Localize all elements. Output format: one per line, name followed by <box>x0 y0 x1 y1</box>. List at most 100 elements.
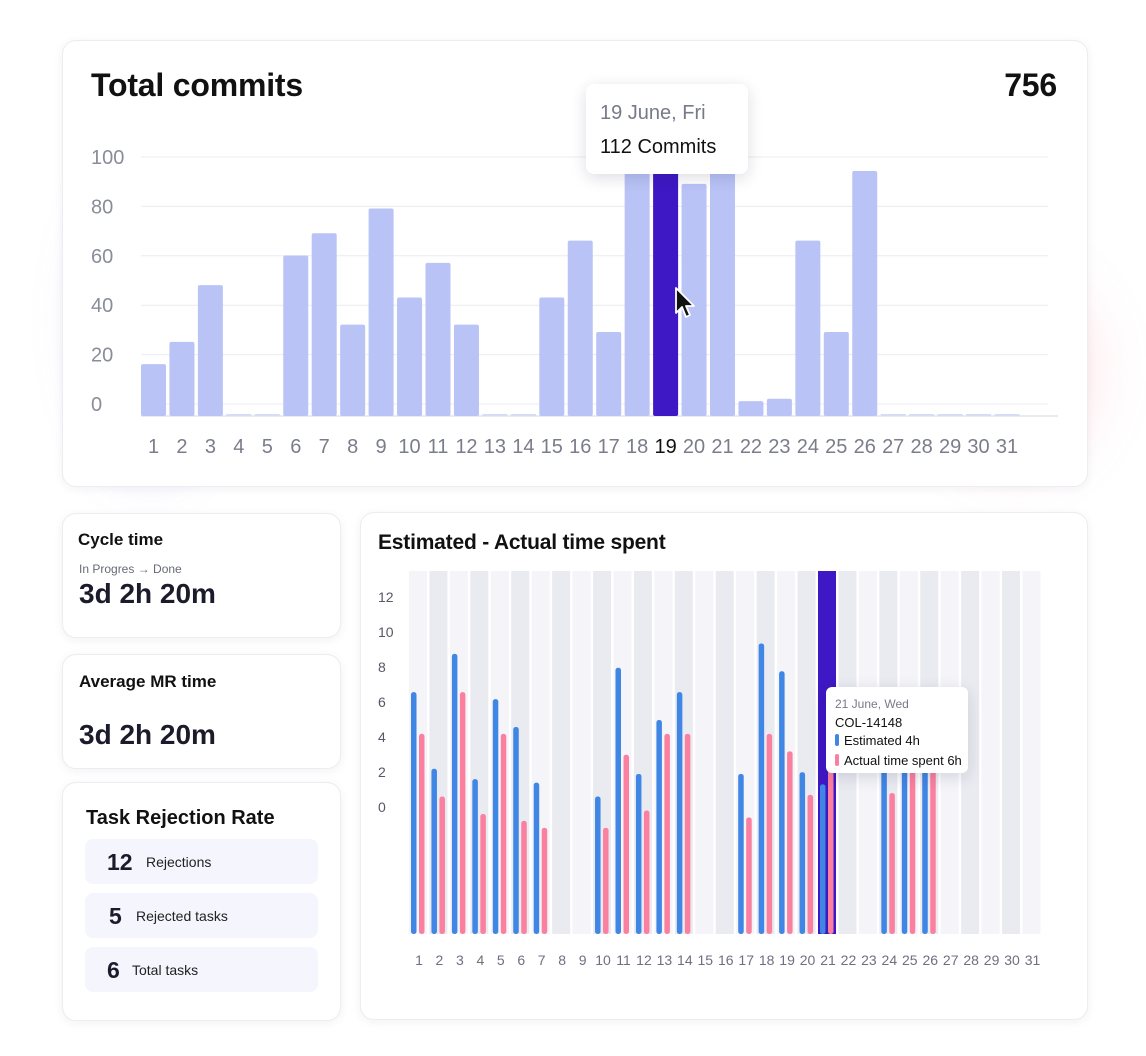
commit-bar[interactable] <box>226 414 252 416</box>
commit-bar[interactable] <box>453 324 479 416</box>
actual-bar[interactable] <box>889 793 895 934</box>
commit-bar[interactable] <box>197 285 223 416</box>
actual-bar[interactable] <box>930 733 936 934</box>
commit-bar[interactable] <box>624 171 650 416</box>
y-tick-label: 8 <box>378 659 386 675</box>
commit-bar[interactable] <box>510 414 536 416</box>
actual-bar[interactable] <box>419 733 425 934</box>
commit-bar[interactable] <box>368 208 394 416</box>
actual-bar[interactable] <box>643 810 650 934</box>
x-tick-label: 21 <box>711 436 733 458</box>
actual-bar[interactable] <box>623 754 630 934</box>
commit-bar[interactable] <box>710 171 735 416</box>
commit-bar[interactable] <box>653 171 679 416</box>
x-tick-label: 7 <box>319 436 330 458</box>
actual-bar[interactable] <box>521 820 527 934</box>
estimated-bar[interactable] <box>635 773 642 934</box>
estimated-bar[interactable] <box>472 779 478 934</box>
actual-bar[interactable] <box>787 751 793 934</box>
x-tick-label: 29 <box>984 952 1000 968</box>
commit-bar[interactable] <box>254 414 280 416</box>
actual-legend-swatch <box>835 754 839 766</box>
commit-bar[interactable] <box>283 255 309 416</box>
commit-bar[interactable] <box>482 414 508 416</box>
x-tick-label: 3 <box>456 952 464 968</box>
commit-bar[interactable] <box>539 297 565 416</box>
commit-bar[interactable] <box>169 341 195 416</box>
commit-bar[interactable] <box>397 297 423 416</box>
commit-bar[interactable] <box>340 324 366 416</box>
estimated-bar[interactable] <box>881 723 887 934</box>
commit-bar[interactable] <box>311 233 337 416</box>
actual-bar[interactable] <box>909 768 916 934</box>
actual-bar[interactable] <box>828 740 834 934</box>
commit-bar[interactable] <box>966 414 992 416</box>
commit-bar[interactable] <box>852 171 878 416</box>
x-tick-label: 16 <box>569 436 591 458</box>
cycle-time-title: Cycle time <box>78 530 164 549</box>
x-tick-label: 6 <box>290 436 301 458</box>
actual-bar[interactable] <box>500 733 507 934</box>
estimated-bar[interactable] <box>513 726 519 934</box>
x-tick-label: 22 <box>841 952 857 968</box>
commit-bar[interactable] <box>425 262 451 416</box>
actual-bar[interactable] <box>807 794 814 934</box>
actual-bar[interactable] <box>766 733 773 934</box>
estimated-bar[interactable] <box>738 773 744 934</box>
commit-bar[interactable] <box>795 240 821 416</box>
x-tick-label: 28 <box>963 952 979 968</box>
actual-bar[interactable] <box>746 817 752 934</box>
x-tick-label: 4 <box>476 952 484 968</box>
estimated-bar[interactable] <box>758 643 765 934</box>
estimated-bar[interactable] <box>595 796 601 934</box>
estimated-bar[interactable] <box>676 692 683 934</box>
commit-bar[interactable] <box>141 364 166 416</box>
actual-bar[interactable] <box>439 796 445 934</box>
estimated-bar[interactable] <box>656 720 662 934</box>
x-tick-label: 18 <box>626 436 648 458</box>
estimated-bar[interactable] <box>431 768 437 934</box>
x-tick-label: 15 <box>698 952 714 968</box>
commit-bar[interactable] <box>994 414 1020 416</box>
estimated-bar[interactable] <box>411 692 417 934</box>
x-tick-label: 13 <box>657 952 673 968</box>
commit-bar[interactable] <box>681 183 707 416</box>
actual-bar[interactable] <box>459 692 466 934</box>
commit-bar[interactable] <box>738 401 764 416</box>
cycle-time-subtitle: In Progres → Done <box>79 562 182 576</box>
estimated-bar[interactable] <box>615 667 622 934</box>
actual-bar[interactable] <box>684 733 691 934</box>
y-tick-label: 12 <box>378 589 394 605</box>
estimated-bar[interactable] <box>533 782 540 934</box>
estimated-bar[interactable] <box>492 699 499 934</box>
actual-bar[interactable] <box>664 733 670 934</box>
commit-bar[interactable] <box>823 332 849 416</box>
estimated-bar[interactable] <box>799 772 806 934</box>
commit-bar[interactable] <box>596 332 622 416</box>
commit-bar[interactable] <box>880 414 906 416</box>
commit-bar[interactable] <box>567 240 593 416</box>
estimated-bar[interactable] <box>901 742 908 934</box>
actual-bar[interactable] <box>541 827 548 934</box>
cycle-time-card: Cycle time In Progres → Done 3d 2h 20m <box>62 513 341 638</box>
actual-bar[interactable] <box>603 827 609 934</box>
x-tick-label: 16 <box>718 952 734 968</box>
estimated-bar[interactable] <box>451 653 458 934</box>
task-rejection-rate-card: Task Rejection Rate 12 Rejections 5 Reje… <box>62 782 341 1021</box>
actual-bar[interactable] <box>480 813 486 934</box>
rejection-count: 12 <box>107 849 133 875</box>
estimated-bar[interactable] <box>820 784 826 934</box>
commit-bar[interactable] <box>937 414 963 416</box>
x-tick-label: 9 <box>376 436 387 458</box>
commit-bar[interactable] <box>766 398 792 416</box>
estimated-bar[interactable] <box>779 671 785 934</box>
commit-bar[interactable] <box>909 414 935 416</box>
x-tick-label: 8 <box>347 436 358 458</box>
task-rejection-title: Task Rejection Rate <box>86 807 275 829</box>
commits-tooltip: 19 June, Fri 112 Commits <box>586 84 748 174</box>
x-tick-label: 19 <box>779 952 795 968</box>
x-tick-label: 25 <box>902 952 918 968</box>
time-tooltip-date: 21 June, Wed <box>835 697 909 711</box>
x-tick-label: 6 <box>517 952 525 968</box>
x-tick-label: 3 <box>205 436 216 458</box>
